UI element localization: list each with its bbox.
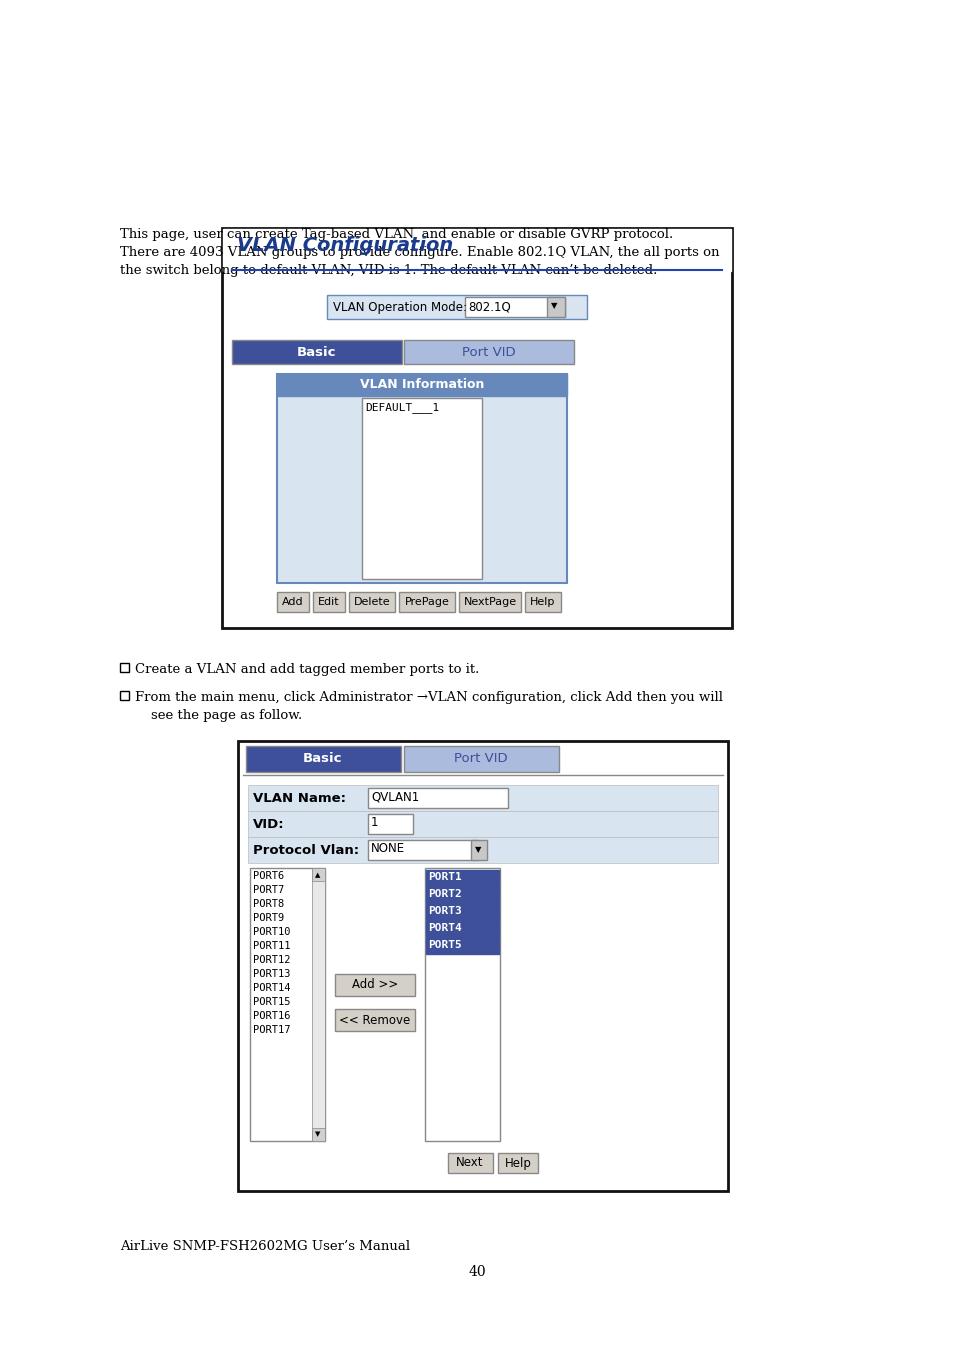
Bar: [426, 887, 498, 903]
Bar: [448, 1153, 493, 1173]
Text: PORT3: PORT3: [428, 906, 461, 917]
Bar: [524, 593, 560, 612]
Text: PORT5: PORT5: [428, 940, 461, 950]
Text: VID:: VID:: [253, 818, 284, 830]
Text: Create a VLAN and add tagged member ports to it.: Create a VLAN and add tagged member port…: [135, 663, 478, 676]
Text: PORT13: PORT13: [253, 969, 291, 979]
Text: PORT11: PORT11: [253, 941, 291, 950]
Bar: [248, 811, 718, 837]
Text: QVLAN1: QVLAN1: [371, 790, 418, 803]
Bar: [120, 691, 129, 701]
Text: PORT7: PORT7: [253, 886, 284, 895]
Text: PORT1: PORT1: [428, 872, 461, 882]
Text: PORT15: PORT15: [253, 998, 291, 1007]
Text: 802.1Q: 802.1Q: [468, 300, 510, 313]
Bar: [464, 297, 564, 317]
Bar: [368, 814, 413, 834]
Text: Basic: Basic: [303, 752, 342, 765]
Text: NONE: NONE: [371, 842, 405, 855]
Text: << Remove: << Remove: [339, 1014, 410, 1026]
Text: ▼: ▼: [315, 1131, 320, 1137]
Text: VLAN Configuration: VLAN Configuration: [236, 236, 453, 255]
Text: 1: 1: [371, 815, 378, 829]
Bar: [335, 1008, 415, 1031]
Text: PORT14: PORT14: [253, 983, 291, 994]
Bar: [248, 784, 718, 811]
Bar: [335, 973, 415, 996]
Bar: [471, 840, 486, 860]
Bar: [248, 837, 718, 863]
Bar: [237, 741, 727, 1191]
Text: Delete: Delete: [354, 597, 390, 608]
Text: VLAN Name:: VLAN Name:: [253, 791, 346, 805]
Bar: [246, 747, 400, 772]
Bar: [327, 296, 586, 319]
Bar: [424, 868, 499, 1141]
Text: 40: 40: [468, 1265, 485, 1278]
Text: From the main menu, click Administrator →VLAN configuration, click Add then you : From the main menu, click Administrator …: [135, 691, 722, 703]
Bar: [361, 398, 481, 579]
Text: NextPage: NextPage: [463, 597, 516, 608]
Bar: [223, 230, 730, 271]
Bar: [426, 869, 498, 886]
Bar: [312, 868, 325, 1141]
Bar: [222, 228, 731, 628]
Text: AirLive SNMP-FSH2602MG User’s Manual: AirLive SNMP-FSH2602MG User’s Manual: [120, 1241, 410, 1253]
Text: VLAN Information: VLAN Information: [359, 378, 484, 392]
Bar: [232, 340, 401, 364]
Text: the switch belong to default VLAN, VID is 1. The default VLAN can’t be deleted.: the switch belong to default VLAN, VID i…: [120, 265, 657, 277]
Text: PORT17: PORT17: [253, 1025, 291, 1035]
Bar: [497, 1153, 537, 1173]
Bar: [546, 297, 564, 317]
Text: ▲: ▲: [315, 872, 320, 878]
Text: Help: Help: [504, 1157, 531, 1169]
Bar: [120, 663, 129, 672]
Text: PORT2: PORT2: [428, 890, 461, 899]
Bar: [276, 374, 566, 396]
Text: PrePage: PrePage: [404, 597, 449, 608]
Text: Next: Next: [456, 1157, 483, 1169]
Bar: [349, 593, 395, 612]
Text: PORT9: PORT9: [253, 913, 284, 923]
Text: DEFAULT___1: DEFAULT___1: [365, 402, 438, 413]
Bar: [276, 374, 566, 583]
Bar: [426, 938, 498, 954]
Bar: [368, 840, 477, 860]
Text: PORT8: PORT8: [253, 899, 284, 909]
Bar: [426, 904, 498, 919]
Text: PORT12: PORT12: [253, 954, 291, 965]
Text: This page, user can create Tag-based VLAN, and enable or disable GVRP protocol.: This page, user can create Tag-based VLA…: [120, 228, 673, 242]
Bar: [426, 921, 498, 937]
Text: Help: Help: [530, 597, 555, 608]
Text: see the page as follow.: see the page as follow.: [151, 709, 302, 722]
Text: Basic: Basic: [297, 346, 336, 359]
Text: There are 4093 VLAN groups to provide configure. Enable 802.1Q VLAN, the all por: There are 4093 VLAN groups to provide co…: [120, 246, 719, 259]
Bar: [403, 747, 558, 772]
Text: ▼: ▼: [475, 845, 481, 855]
Bar: [398, 593, 455, 612]
Bar: [458, 593, 520, 612]
Text: Port VID: Port VID: [461, 346, 516, 359]
Text: PORT10: PORT10: [253, 927, 291, 937]
Text: Port VID: Port VID: [454, 752, 507, 765]
Text: Add >>: Add >>: [352, 979, 397, 991]
Bar: [250, 868, 325, 1141]
Bar: [312, 868, 325, 882]
Text: PORT6: PORT6: [253, 871, 284, 882]
Text: VLAN Operation Mode:: VLAN Operation Mode:: [333, 301, 467, 315]
Text: ▼: ▼: [551, 301, 557, 310]
Text: Edit: Edit: [318, 597, 339, 608]
Text: Add: Add: [282, 597, 303, 608]
Bar: [313, 593, 345, 612]
Bar: [276, 593, 309, 612]
Bar: [403, 340, 574, 364]
Text: PORT4: PORT4: [428, 923, 461, 933]
Bar: [312, 1129, 325, 1141]
Bar: [368, 788, 507, 809]
Text: PORT16: PORT16: [253, 1011, 291, 1021]
Text: Protocol Vlan:: Protocol Vlan:: [253, 844, 358, 856]
